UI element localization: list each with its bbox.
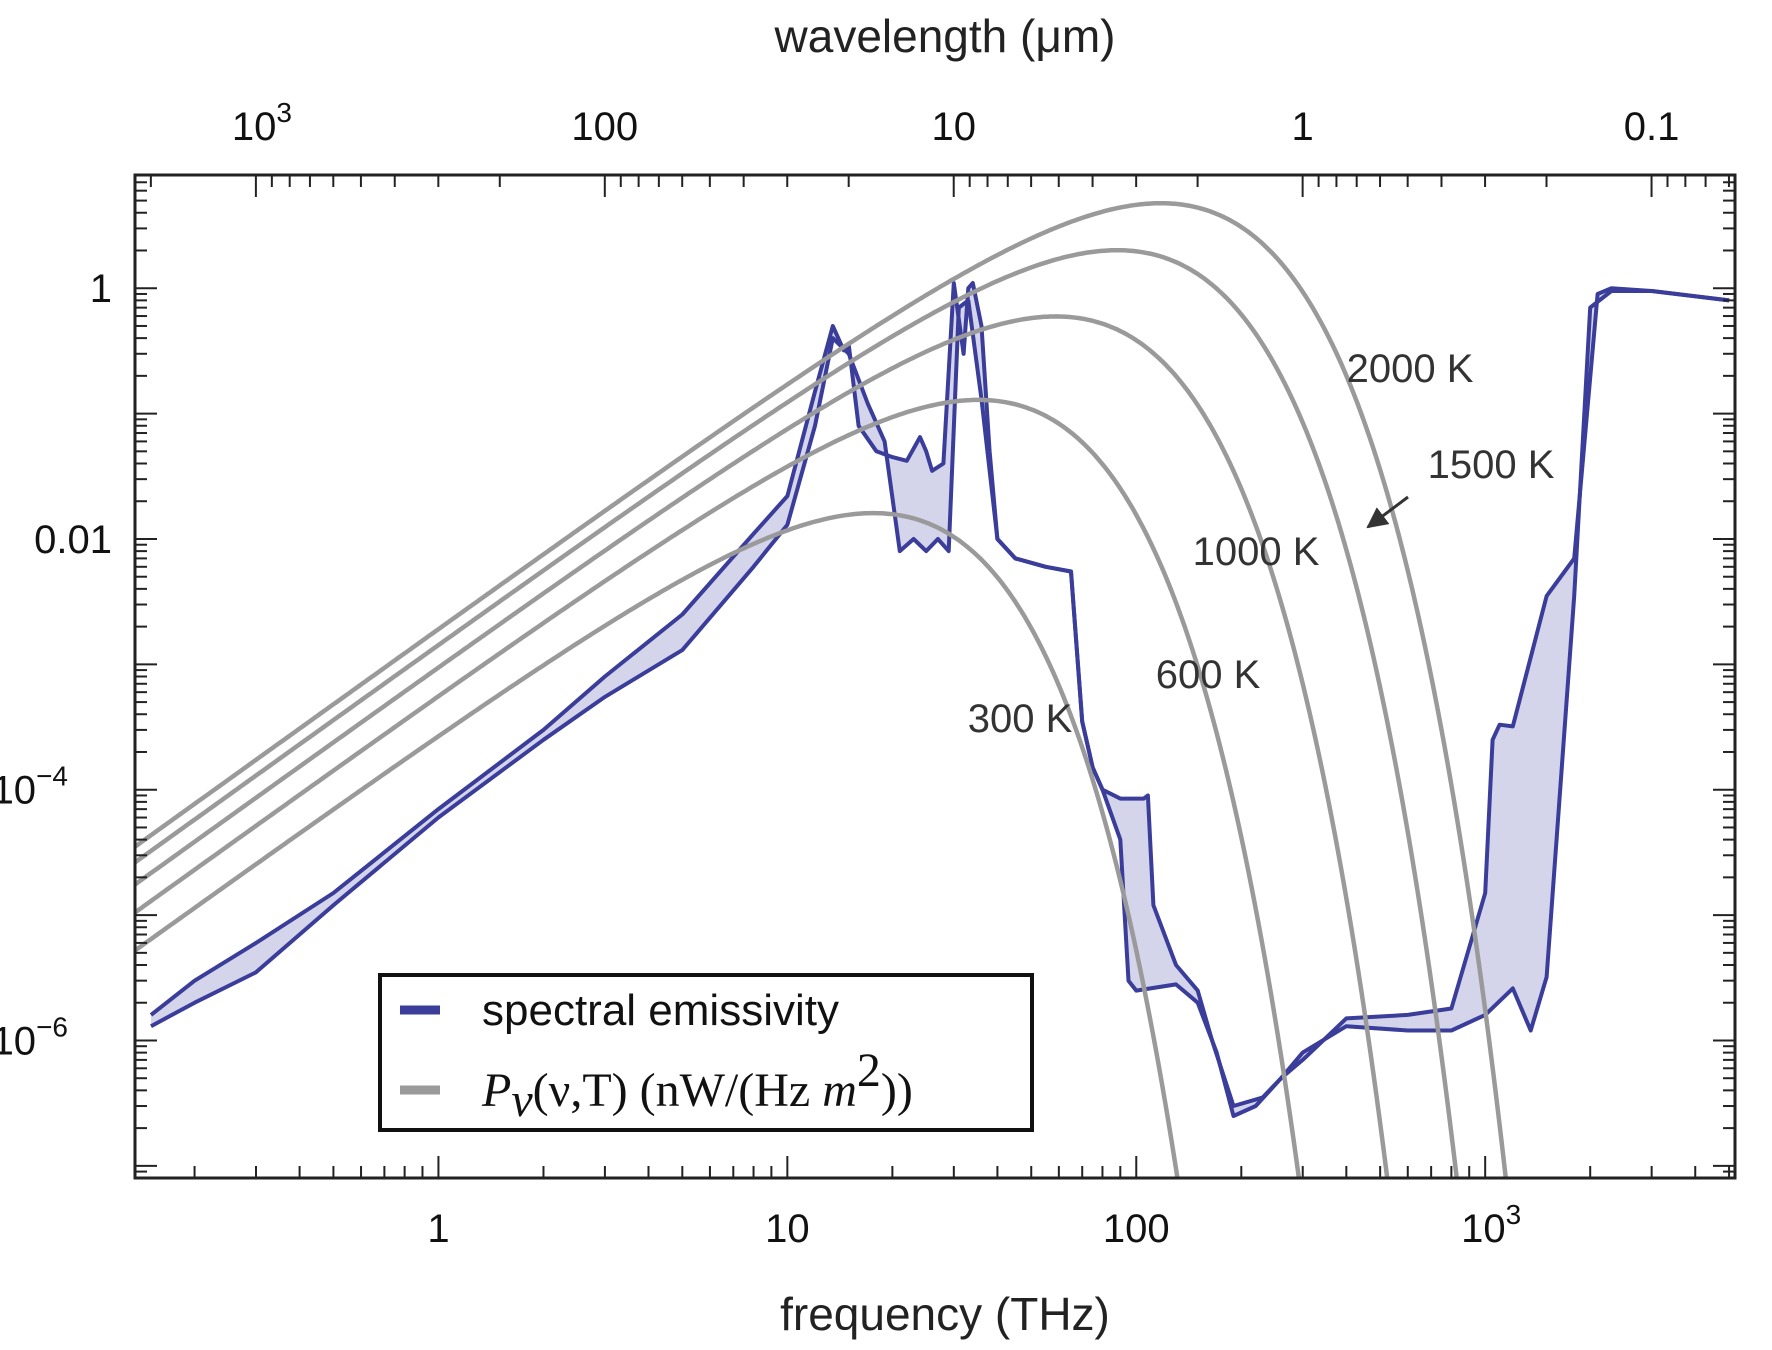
x2-tick-label: 0.1 — [1624, 105, 1680, 149]
y-tick-label: 10−4 — [0, 761, 68, 813]
planck-curve-2000k — [135, 200, 1509, 1178]
x2-tick-label: 103 — [232, 97, 292, 149]
emissivity-lower-line — [150, 289, 1730, 1118]
legend-planck-symbol: P — [481, 1064, 511, 1117]
curve-label-300k: 300 K — [968, 697, 1073, 741]
x-tick-label: 1 — [427, 1207, 449, 1251]
x-tick-label: 103 — [1461, 1199, 1521, 1251]
curve-label-arrow — [1366, 495, 1409, 529]
legend-planck-unit-sup: 2 — [857, 1044, 881, 1097]
axis-ticks — [135, 174, 1735, 1179]
legend-planck-args: (ν,T) (nW/(Hz — [533, 1064, 823, 1117]
curve-labels: 300 K 600 K 1000 K 1500 K 2000 K — [968, 347, 1555, 741]
curve-label-600k: 600 K — [1156, 653, 1261, 697]
curve-label-1000k: 1000 K — [1193, 530, 1320, 574]
legend-planck-sub: ν — [511, 1074, 533, 1127]
planck-curve-1500k — [135, 247, 1460, 1178]
planck-curve-300k — [135, 510, 1180, 1178]
curve-label-1500k: 1500 K — [1428, 443, 1555, 487]
x2-tick-label: 1 — [1292, 105, 1314, 149]
x-tick-label: 100 — [1103, 1207, 1170, 1251]
y-tick-label: 1 — [90, 267, 112, 311]
y-tick-label: 0.01 — [34, 518, 112, 562]
planck-curves — [135, 200, 1509, 1178]
legend-planck-close: )) — [881, 1064, 913, 1117]
x2-tick-label: 10 — [931, 105, 976, 149]
x-tick-label: 10 — [765, 1207, 810, 1251]
legend-box — [378, 973, 1034, 1132]
x2-tick-label: 100 — [571, 105, 638, 149]
y-tick-label: 10−6 — [0, 1011, 68, 1063]
curve-label-2000k: 2000 K — [1347, 347, 1474, 391]
planck-curve-1000k — [135, 314, 1390, 1178]
legend-planck-label: Pν(ν,T) (nW/(Hz m2)) — [481, 1044, 913, 1127]
emissivity-band — [149, 281, 1730, 1118]
x2-axis-title: wavelength (μm) — [774, 10, 1116, 62]
x-axis-title: frequency (THz) — [780, 1288, 1110, 1340]
legend: spectral emissivity Pν(ν,T) (nW/(Hz m2)) — [378, 973, 1034, 1132]
planck-curve-600k — [135, 397, 1302, 1178]
axis-tick-labels: 1 10 100 103 103 100 10 1 0.1 1 0.01 10−4 10−6 — [0, 97, 1679, 1251]
legend-emissivity-label: spectral emissivity — [482, 986, 839, 1035]
legend-planck-unit-var: m — [822, 1064, 857, 1117]
